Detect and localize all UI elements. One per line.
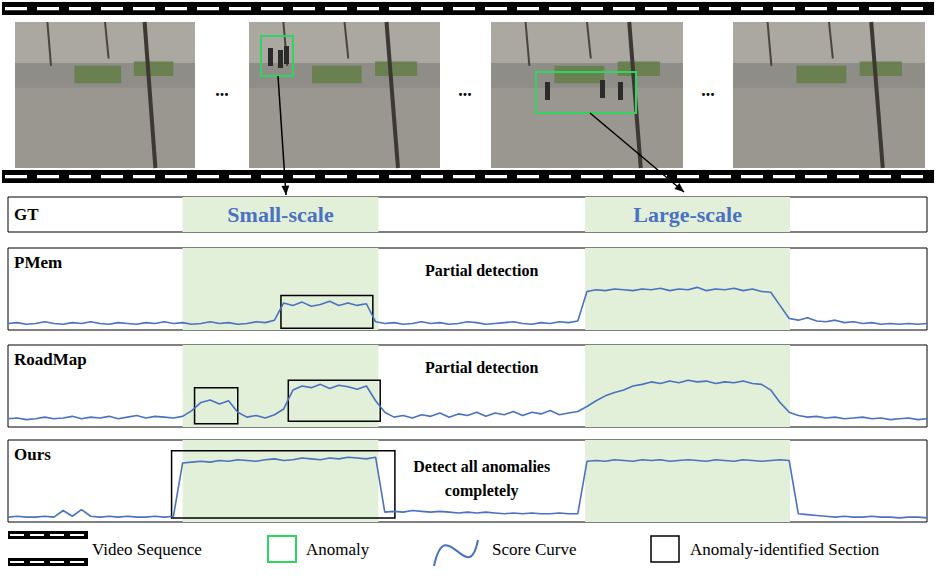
svg-text:Partial detection: Partial detection [425, 359, 538, 376]
svg-text:PMem: PMem [14, 253, 62, 272]
svg-text:Large-scale: Large-scale [633, 202, 742, 227]
svg-text:completely: completely [445, 482, 519, 500]
svg-text:Anomaly-identified Section: Anomaly-identified Section [690, 540, 880, 559]
svg-text:...: ... [215, 80, 229, 100]
svg-text:Video Sequence: Video Sequence [92, 540, 202, 559]
svg-text:...: ... [458, 80, 472, 100]
svg-text:Small-scale: Small-scale [227, 202, 334, 227]
svg-text:...: ... [701, 80, 715, 100]
svg-text:Partial detection: Partial detection [425, 262, 538, 279]
svg-text:Score Curve: Score Curve [492, 540, 577, 559]
svg-text:GT: GT [14, 205, 39, 224]
svg-text:Detect all anomalies: Detect all anomalies [413, 458, 550, 475]
svg-text:RoadMap: RoadMap [14, 350, 87, 369]
svg-text:Ours: Ours [14, 445, 51, 464]
svg-text:Anomaly: Anomaly [306, 540, 370, 559]
